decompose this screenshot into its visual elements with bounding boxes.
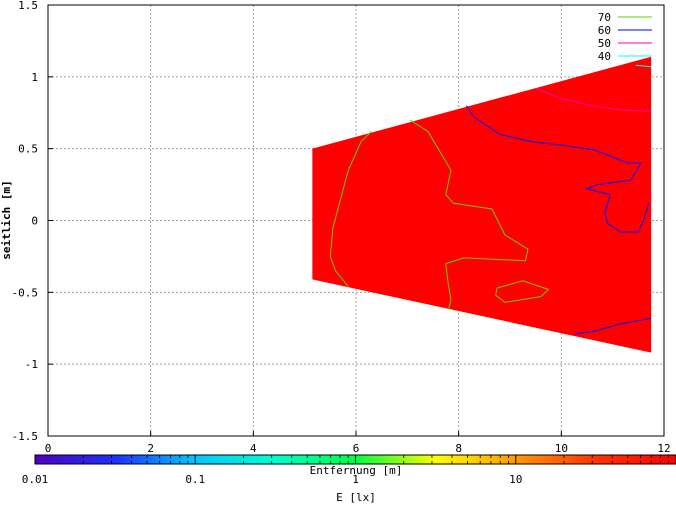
y-tick-label: -0.5 (12, 286, 39, 299)
contour-lines (329, 64, 652, 335)
contour-60 (465, 105, 650, 233)
colorbar-label: E [lx] (336, 491, 376, 504)
x-tick-label: 4 (250, 442, 257, 455)
y-tick-label: 1 (31, 71, 38, 84)
filled-area (312, 56, 652, 353)
y-tick-label: -1.5 (12, 430, 39, 443)
x-tick-label: 2 (147, 442, 154, 455)
contour-60 (574, 317, 652, 335)
contour-70 (329, 131, 372, 287)
contour-40 (635, 64, 652, 68)
contour-50 (535, 87, 652, 112)
contour-70 (495, 280, 550, 303)
colorbar: 0.01 0.1 1 10 (22, 454, 676, 486)
x-tick-label: 12 (657, 442, 670, 455)
colorbar-tick-label: 10 (509, 473, 522, 486)
x-tick-label: 10 (555, 442, 568, 455)
x-axis-label: Entfernung [m] (310, 464, 403, 477)
y-axis-ticks: -1.5 -1 -0.5 0 0.5 1 1.5 (12, 0, 53, 443)
colorbar-tick-label: 0.1 (185, 473, 205, 486)
y-axis-label: seitlich [m] (0, 180, 13, 259)
x-tick-label: 8 (455, 442, 462, 455)
colorbar-tick-label: 0.01 (22, 473, 49, 486)
colorbar-tick-label: 1 (352, 473, 359, 486)
x-axis-ticks: 0 2 4 6 8 10 12 (45, 431, 671, 455)
legend-label: 50 (598, 37, 611, 50)
contour-70 (409, 119, 529, 310)
legend-label: 70 (598, 11, 611, 24)
y-tick-label: -1 (25, 358, 38, 371)
legend-label: 40 (598, 50, 611, 63)
y-tick-label: 0.5 (18, 143, 38, 156)
illuminated-region (312, 56, 652, 353)
x-tick-label: 0 (45, 442, 52, 455)
legend-label: 60 (598, 24, 611, 37)
y-tick-label: 1.5 (18, 0, 38, 12)
x-tick-label: 6 (353, 442, 360, 455)
y-tick-label: 0 (31, 215, 38, 228)
